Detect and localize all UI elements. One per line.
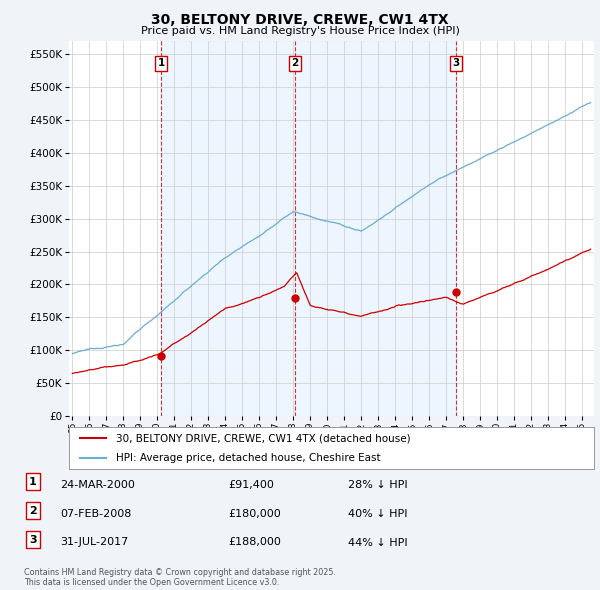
- Text: 30, BELTONY DRIVE, CREWE, CW1 4TX (detached house): 30, BELTONY DRIVE, CREWE, CW1 4TX (detac…: [116, 433, 411, 443]
- Text: HPI: Average price, detached house, Cheshire East: HPI: Average price, detached house, Ches…: [116, 453, 381, 463]
- Text: Contains HM Land Registry data © Crown copyright and database right 2025.
This d: Contains HM Land Registry data © Crown c…: [24, 568, 336, 587]
- Text: 31-JUL-2017: 31-JUL-2017: [60, 537, 128, 548]
- Text: 2: 2: [292, 58, 299, 68]
- Text: 1: 1: [29, 477, 37, 487]
- Text: £180,000: £180,000: [228, 509, 281, 519]
- Text: 28% ↓ HPI: 28% ↓ HPI: [348, 480, 407, 490]
- Text: 2: 2: [29, 506, 37, 516]
- Text: 1: 1: [158, 58, 165, 68]
- Text: £188,000: £188,000: [228, 537, 281, 548]
- Text: 40% ↓ HPI: 40% ↓ HPI: [348, 509, 407, 519]
- Text: 24-MAR-2000: 24-MAR-2000: [60, 480, 135, 490]
- Text: 3: 3: [29, 535, 37, 545]
- Bar: [161, 41, 456, 416]
- Text: 30, BELTONY DRIVE, CREWE, CW1 4TX: 30, BELTONY DRIVE, CREWE, CW1 4TX: [151, 13, 449, 27]
- Text: 3: 3: [452, 58, 460, 68]
- Text: 44% ↓ HPI: 44% ↓ HPI: [348, 537, 407, 548]
- Text: Price paid vs. HM Land Registry's House Price Index (HPI): Price paid vs. HM Land Registry's House …: [140, 26, 460, 36]
- Text: £91,400: £91,400: [228, 480, 274, 490]
- Text: 07-FEB-2008: 07-FEB-2008: [60, 509, 131, 519]
